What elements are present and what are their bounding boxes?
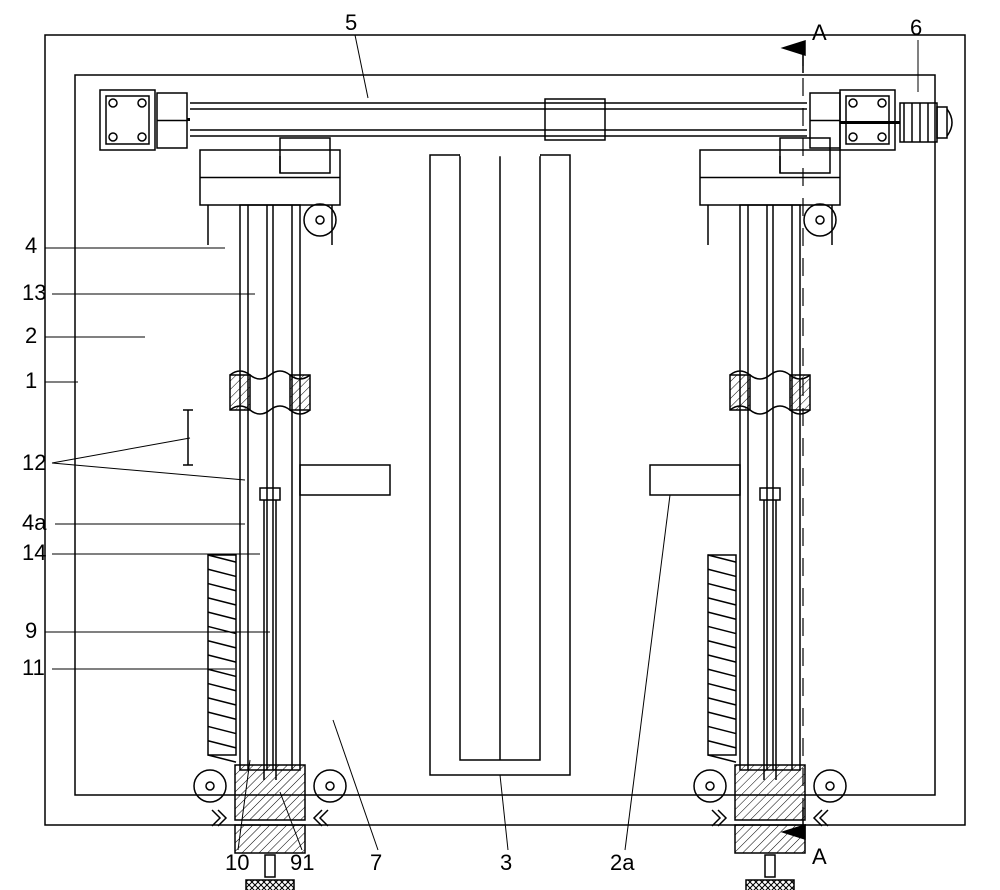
handle — [650, 465, 740, 495]
label-14: 14 — [22, 540, 46, 565]
label-7: 7 — [370, 850, 382, 875]
label-10: 10 — [225, 850, 249, 875]
label-91: 91 — [290, 850, 314, 875]
leader-5 — [355, 35, 368, 98]
label-9: 9 — [25, 618, 37, 643]
label-3: 3 — [500, 850, 512, 875]
motor — [900, 103, 937, 142]
leader-12 — [52, 438, 190, 463]
leader-3 — [500, 775, 508, 850]
label-1: 1 — [25, 368, 37, 393]
label-6: 6 — [910, 15, 922, 40]
diagram-canvas: 12345679101112131491A4a2aA — [0, 0, 1000, 890]
leader-12 — [52, 463, 245, 480]
assembly-right — [650, 138, 846, 890]
assembly-left — [194, 138, 390, 890]
label-A: A — [812, 20, 827, 45]
label-12: 12 — [22, 450, 46, 475]
handle — [300, 465, 390, 495]
leader-2a — [625, 495, 670, 850]
label-2a: 2a — [610, 850, 635, 875]
label-4a: 4a — [22, 510, 47, 535]
foot-block — [735, 765, 805, 820]
label-5: 5 — [345, 10, 357, 35]
label-2: 2 — [25, 323, 37, 348]
label-A: A — [812, 844, 827, 869]
label-11: 11 — [22, 655, 45, 680]
leader-7 — [333, 720, 378, 850]
label-4: 4 — [25, 233, 37, 258]
label-13: 13 — [22, 280, 46, 305]
